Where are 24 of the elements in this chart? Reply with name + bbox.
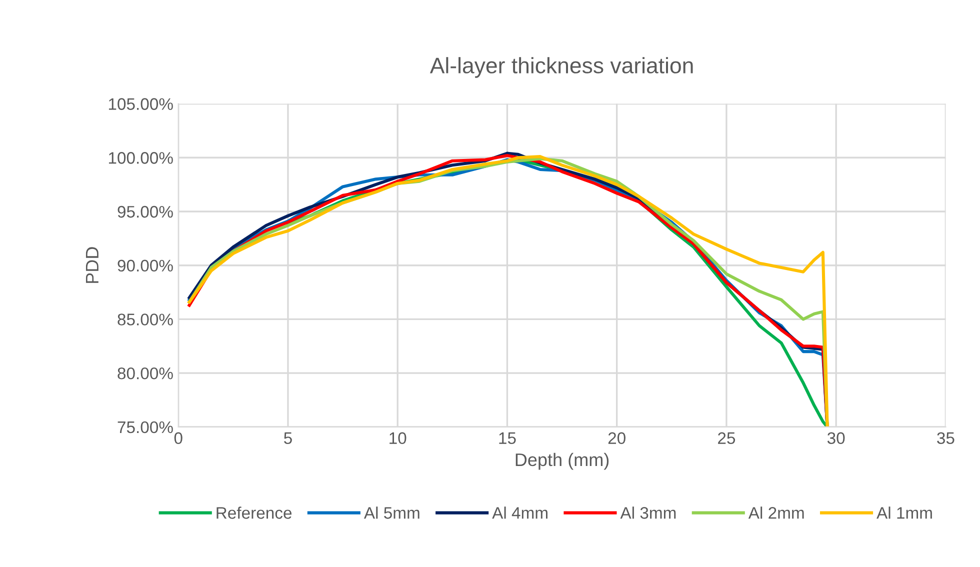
y-tick-label: 80.00% bbox=[118, 367, 173, 380]
x-tick-label: 30 bbox=[827, 432, 845, 444]
y-tick-label: 95.00% bbox=[118, 206, 173, 218]
y-tick-label: 85.00% bbox=[118, 314, 173, 326]
x-tick-label: 25 bbox=[718, 432, 736, 444]
legend-label: Al 2mm bbox=[748, 506, 804, 519]
legend-label: Al 1mm bbox=[876, 506, 932, 519]
x-axis-title: Depth (mm) bbox=[516, 452, 609, 470]
legend-label: Al 3mm bbox=[620, 506, 676, 519]
x-tick-label: 5 bbox=[284, 432, 292, 444]
y-tick-label: 100.00% bbox=[108, 152, 173, 164]
legend-label: Al 4mm bbox=[492, 506, 548, 519]
y-tick-label: 105.00% bbox=[108, 98, 173, 110]
x-tick-label: 35 bbox=[937, 432, 954, 444]
y-tick-label: 75.00% bbox=[118, 421, 173, 434]
x-tick-label: 0 bbox=[174, 432, 182, 444]
legend-label: Al 5mm bbox=[364, 506, 420, 519]
x-tick-label: 20 bbox=[608, 432, 626, 444]
y-axis-title: PDD bbox=[86, 247, 98, 283]
y-tick-label: 90.00% bbox=[118, 260, 173, 272]
chart-title: Al-layer thickness variation bbox=[430, 57, 693, 78]
x-tick-label: 10 bbox=[390, 432, 406, 444]
legend-label: Reference bbox=[216, 506, 292, 519]
x-tick-label: 15 bbox=[499, 432, 516, 444]
